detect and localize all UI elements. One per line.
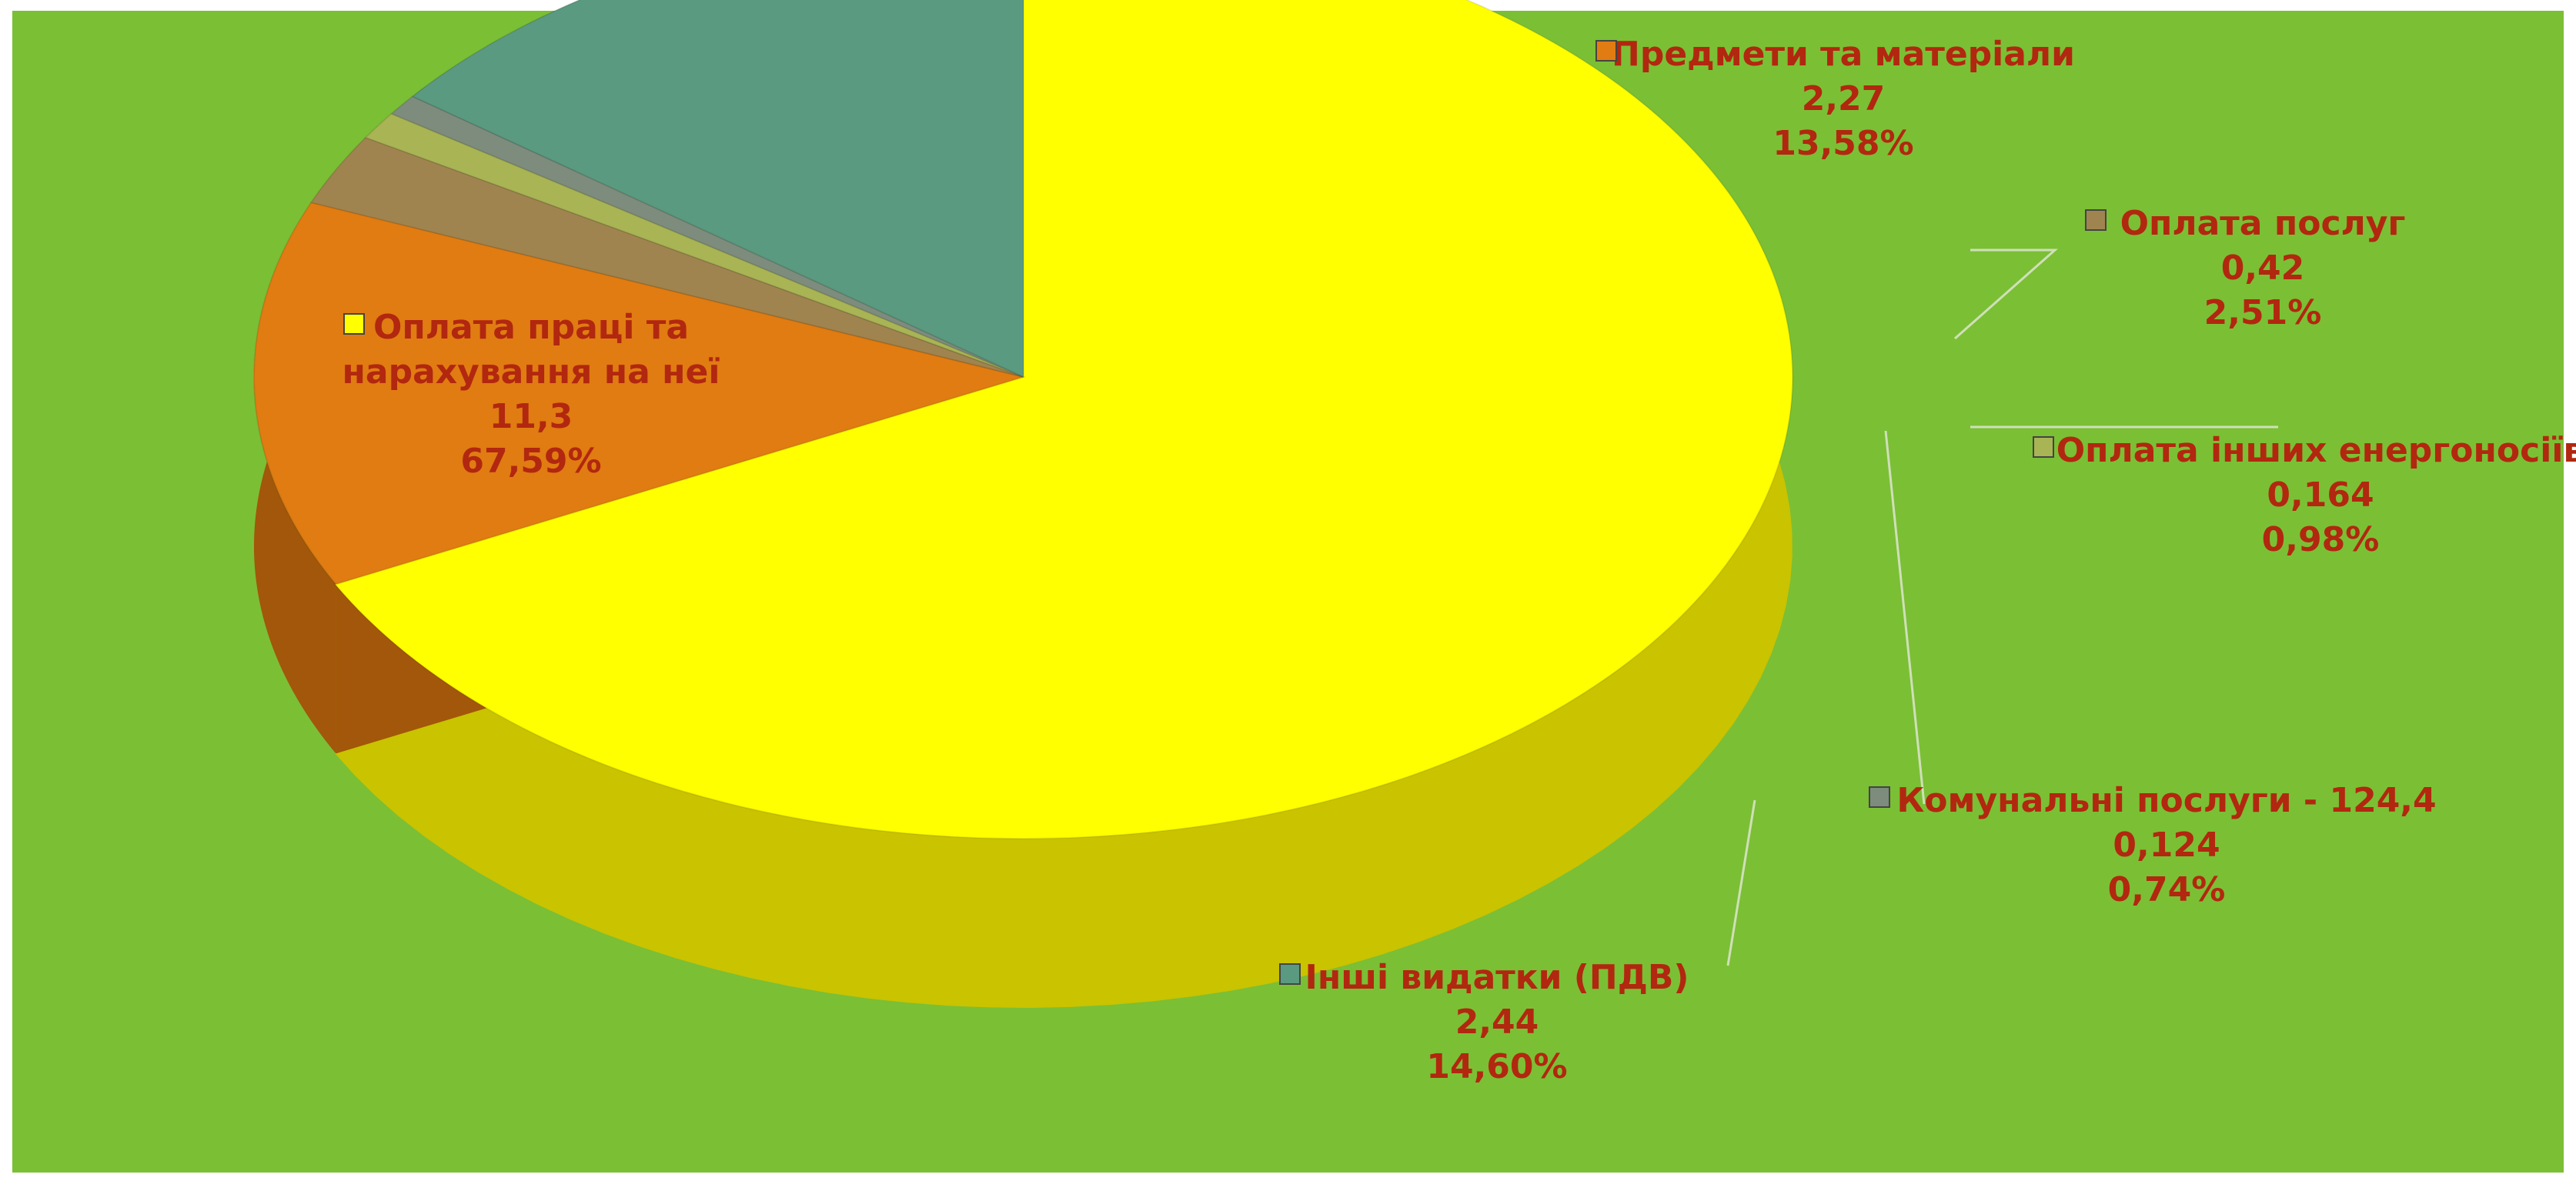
legend-key-6 [1279, 963, 1301, 985]
legend-key-5 [1869, 786, 1890, 808]
data-label-category: Інші видатки (ПДВ) [1305, 958, 1689, 997]
data-label-1: Оплата праці та нарахування на неї 11,3 67,… [342, 308, 720, 481]
data-label-5: Комунальні послуги - 124,4 0,124 0,74% [1869, 781, 2437, 909]
leader-line-3 [1884, 430, 1926, 805]
data-label-3: Оплата послуг 0,42 2,51% [2085, 204, 2406, 332]
legend-key-3 [2085, 209, 2107, 231]
data-label-4: Оплата інших енергоносіїв 0,164 0,98% [2033, 431, 2576, 559]
slice-3 [309, 136, 1024, 378]
data-label-category: Оплата послуг [2120, 204, 2406, 243]
data-label-category: Оплата інших енергоносіїв [2056, 431, 2576, 470]
slice-2 [253, 202, 1027, 585]
slice-5 [389, 95, 1024, 378]
data-label-percent: 13,58% [1772, 124, 1913, 163]
data-label-percent: 0,74% [2108, 870, 2226, 909]
data-label-category: Комунальні послуги - 124,4 [1896, 781, 2436, 820]
legend-key-4 [2033, 436, 2054, 458]
data-label-6: Інші видатки (ПДВ) 2,44 14,60% [1279, 958, 1689, 1086]
data-label-value: 11,3 [489, 397, 573, 436]
slice-6 [411, 0, 1024, 379]
data-label-value: 0,124 [2113, 826, 2220, 865]
slice-tops [253, 0, 1793, 839]
leader-line-4 [1726, 799, 1756, 966]
data-label-value: 2,44 [1455, 1003, 1539, 1042]
data-label-category: Предмети та матеріали [1612, 35, 2075, 74]
slice-1 [333, 0, 1793, 839]
legend-key-2 [1595, 40, 1617, 62]
data-label-category: Оплата праці та [373, 308, 689, 347]
leader-line-1 [1954, 249, 2058, 340]
data-labels: Оплата праці та нарахування на неї 11,3 67,… [342, 35, 2576, 1086]
data-label-2: Предмети та матеріали 2,27 13,58% [1595, 35, 2075, 163]
data-label-percent: 2,51% [2204, 293, 2322, 332]
data-label-percent: 14,60% [1426, 1047, 1567, 1086]
data-label-percent: 0,98% [2262, 520, 2380, 559]
data-label-value: 2,27 [1802, 79, 1886, 118]
data-label-category: нарахування на неї [342, 352, 720, 392]
data-label-value: 0,164 [2267, 475, 2374, 515]
leader-lines [1726, 249, 2278, 966]
legend-key-1 [343, 313, 365, 335]
data-label-percent: 67,59% [460, 442, 601, 481]
slice-4 [364, 112, 1024, 378]
data-label-value: 0,42 [2221, 249, 2305, 288]
